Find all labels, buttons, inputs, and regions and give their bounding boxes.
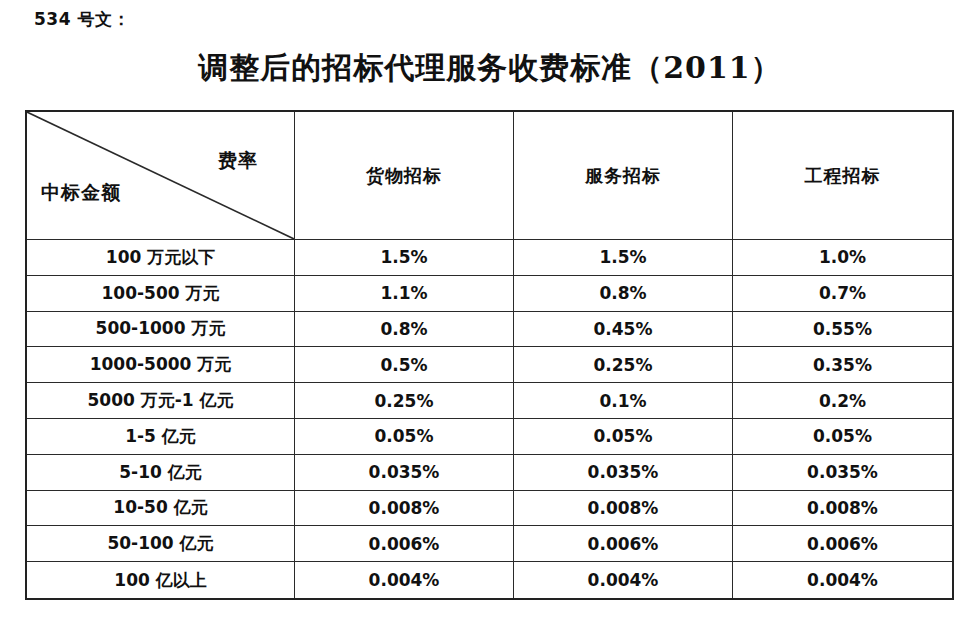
rate-value-cell: 0.7% <box>733 276 952 312</box>
rate-value-cell: 1.1% <box>295 276 514 312</box>
rate-value-cell: 0.1% <box>514 383 733 419</box>
rate-value-cell: 0.008% <box>514 491 733 527</box>
rate-value-cell: 0.05% <box>295 419 514 455</box>
rate-value-cell: 0.008% <box>733 491 952 527</box>
rate-value-cell: 0.006% <box>733 526 952 562</box>
rate-value-cell: 0.035% <box>514 455 733 491</box>
row-amount-label: 5-10 亿元 <box>27 455 295 491</box>
row-amount-label: 100 万元以下 <box>27 240 295 276</box>
page-title: 调整后的招标代理服务收费标准（2011） <box>24 48 956 89</box>
rate-value-cell: 0.004% <box>733 562 952 598</box>
rate-value-cell: 0.006% <box>295 526 514 562</box>
rate-value-cell: 1.5% <box>514 240 733 276</box>
rate-value-cell: 0.8% <box>295 312 514 348</box>
rate-value-cell: 1.0% <box>733 240 952 276</box>
rate-value-cell: 0.004% <box>514 562 733 598</box>
row-amount-label: 5000 万元-1 亿元 <box>27 383 295 419</box>
rate-value-cell: 0.25% <box>514 347 733 383</box>
rate-value-cell: 0.035% <box>295 455 514 491</box>
rate-value-cell: 0.35% <box>733 347 952 383</box>
document-page: { "page": { "doc_label": "534 号文：", "tit… <box>0 0 979 629</box>
column-header-goods-bidding: 货物招标 <box>295 112 514 240</box>
column-header-service-bidding: 服务招标 <box>514 112 733 240</box>
rate-value-cell: 0.035% <box>733 455 952 491</box>
rate-value-cell: 0.45% <box>514 312 733 348</box>
rate-value-cell: 0.25% <box>295 383 514 419</box>
row-amount-label: 500-1000 万元 <box>27 312 295 348</box>
diagonal-divider-line <box>27 112 294 239</box>
row-amount-label: 1000-5000 万元 <box>27 347 295 383</box>
doc-number-label: 534 号文： <box>34 8 130 31</box>
rate-value-cell: 0.006% <box>514 526 733 562</box>
rate-value-cell: 1.5% <box>295 240 514 276</box>
corner-label-bid-amount: 中标金额 <box>41 180 121 206</box>
rate-value-cell: 0.5% <box>295 347 514 383</box>
rate-value-cell: 0.05% <box>514 419 733 455</box>
rate-value-cell: 0.8% <box>514 276 733 312</box>
row-amount-label: 100 亿以上 <box>27 562 295 598</box>
corner-label-fee-rate: 费率 <box>218 148 258 174</box>
row-amount-label: 100-500 万元 <box>27 276 295 312</box>
rate-value-cell: 0.2% <box>733 383 952 419</box>
rate-value-cell: 0.05% <box>733 419 952 455</box>
rate-value-cell: 0.008% <box>295 491 514 527</box>
row-amount-label: 50-100 亿元 <box>27 526 295 562</box>
row-amount-label: 10-50 亿元 <box>27 491 295 527</box>
fee-rate-table: 费率 中标金额 货物招标 服务招标 工程招标 100 万元以下1.5%1.5%1… <box>25 110 954 600</box>
rate-value-cell: 0.004% <box>295 562 514 598</box>
row-amount-label: 1-5 亿元 <box>27 419 295 455</box>
rate-value-cell: 0.55% <box>733 312 952 348</box>
table-corner-cell: 费率 中标金额 <box>27 112 295 240</box>
column-header-engineering-bidding: 工程招标 <box>733 112 952 240</box>
